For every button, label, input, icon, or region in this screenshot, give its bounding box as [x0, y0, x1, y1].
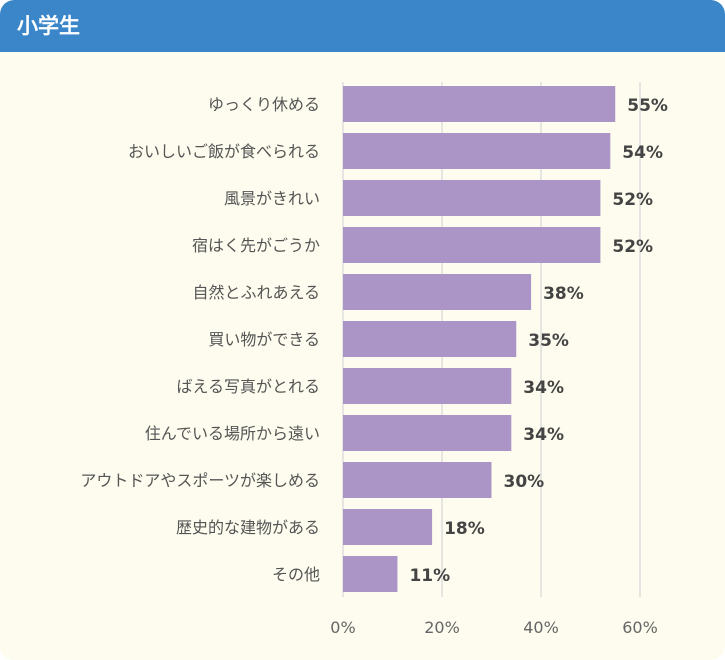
value-label: 54% [622, 143, 663, 163]
bar-chart: 0% 20% 40% 60% ゆっくり休める 55% おいしいご飯が食べられる 54% 風景がき… [80, 82, 668, 637]
value-label: 35% [528, 331, 569, 351]
category-label: アウトドアやスポーツが楽しめる [80, 471, 320, 490]
value-label: 52% [612, 237, 653, 257]
value-label: 11% [409, 566, 450, 586]
category-label: 風景がきれい [224, 189, 320, 208]
section-title: 小学生 [17, 14, 80, 38]
x-tick-label: 0% [330, 618, 355, 637]
category-label: 自然とふれあえる [192, 283, 320, 302]
value-label: 38% [543, 284, 584, 304]
section-header: 小学生 [0, 0, 725, 52]
x-tick-label: 40% [523, 618, 559, 637]
value-label: 30% [504, 472, 545, 492]
value-label: 52% [612, 190, 653, 210]
category-label: 歴史的な建物がある [176, 518, 320, 537]
bar [343, 180, 601, 216]
value-label: 55% [627, 96, 668, 116]
value-label: 34% [523, 378, 564, 398]
bar [343, 133, 611, 169]
bar [343, 556, 398, 592]
category-label: ばえる写真がとれる [176, 377, 320, 396]
category-label: その他 [272, 565, 320, 584]
category-label: 住んでいる場所から遠い [145, 424, 320, 443]
bar [343, 368, 512, 404]
bar [343, 415, 512, 451]
bar [343, 274, 532, 310]
bar [343, 86, 616, 122]
bar [343, 509, 433, 545]
bar [343, 227, 601, 263]
x-tick-label: 60% [622, 618, 658, 637]
value-label: 34% [523, 425, 564, 445]
bar [343, 321, 517, 357]
bar [343, 462, 492, 498]
category-label: 宿はく先がごうか [192, 236, 320, 255]
x-tick-label: 20% [424, 618, 460, 637]
category-label: 買い物ができる [208, 330, 320, 349]
category-label: おいしいご飯が食べられる [128, 142, 320, 161]
value-label: 18% [444, 519, 485, 539]
category-label: ゆっくり休める [208, 95, 320, 114]
